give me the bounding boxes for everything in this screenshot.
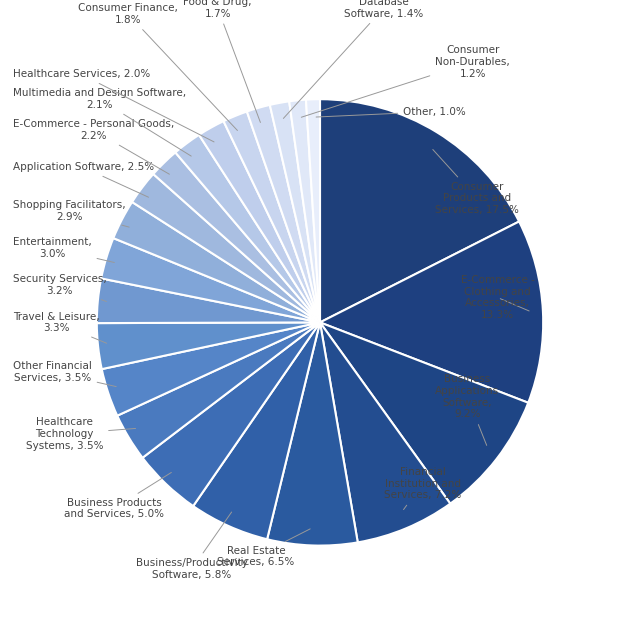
Text: Entertainment,
3.0%: Entertainment, 3.0% bbox=[13, 237, 115, 262]
Text: Shopping Facilitators,
2.9%: Shopping Facilitators, 2.9% bbox=[13, 200, 129, 227]
Wedge shape bbox=[289, 100, 320, 322]
Text: Consumer
Products and
Services, 17.5%: Consumer Products and Services, 17.5% bbox=[433, 149, 519, 215]
Wedge shape bbox=[199, 121, 320, 322]
Wedge shape bbox=[320, 99, 519, 322]
Text: Food & Drug,
1.7%: Food & Drug, 1.7% bbox=[183, 0, 260, 123]
Text: E-Commerce - Personal Goods,
2.2%: E-Commerce - Personal Goods, 2.2% bbox=[13, 120, 174, 174]
Text: Other Financial
Services, 3.5%: Other Financial Services, 3.5% bbox=[13, 361, 116, 387]
Wedge shape bbox=[267, 322, 358, 546]
Text: Database
Software, 1.4%: Database Software, 1.4% bbox=[284, 0, 424, 118]
Wedge shape bbox=[320, 221, 543, 403]
Wedge shape bbox=[153, 153, 320, 322]
Wedge shape bbox=[223, 112, 320, 322]
Text: Financial
Institution and
Services, 7.2%: Financial Institution and Services, 7.2% bbox=[384, 467, 461, 510]
Text: Multimedia and Design Software,
2.1%: Multimedia and Design Software, 2.1% bbox=[13, 89, 191, 156]
Wedge shape bbox=[306, 99, 320, 322]
Text: Healthcare Services, 2.0%: Healthcare Services, 2.0% bbox=[13, 69, 214, 142]
Wedge shape bbox=[97, 278, 320, 323]
Wedge shape bbox=[117, 322, 320, 458]
Text: Business/Productivity
Software, 5.8%: Business/Productivity Software, 5.8% bbox=[136, 512, 248, 580]
Text: Real Estate
Services, 6.5%: Real Estate Services, 6.5% bbox=[218, 529, 310, 567]
Text: Business Products
and Services, 5.0%: Business Products and Services, 5.0% bbox=[64, 472, 172, 519]
Wedge shape bbox=[143, 322, 320, 506]
Text: E-Commerce -
Clothing and
Accessories,
13.3%: E-Commerce - Clothing and Accessories, 1… bbox=[461, 275, 534, 320]
Wedge shape bbox=[97, 322, 320, 369]
Text: Other, 1.0%: Other, 1.0% bbox=[316, 107, 466, 117]
Wedge shape bbox=[113, 202, 320, 322]
Text: Application Software, 2.5%: Application Software, 2.5% bbox=[13, 162, 154, 197]
Text: Security Services,
3.2%: Security Services, 3.2% bbox=[13, 275, 106, 301]
Wedge shape bbox=[320, 322, 528, 503]
Wedge shape bbox=[193, 322, 320, 539]
Wedge shape bbox=[270, 101, 320, 322]
Text: Consumer
Non-Durables,
1.2%: Consumer Non-Durables, 1.2% bbox=[301, 45, 510, 117]
Wedge shape bbox=[247, 105, 320, 322]
Wedge shape bbox=[101, 238, 320, 322]
Wedge shape bbox=[320, 322, 451, 542]
Text: Business
Applications
Software,
9.2%: Business Applications Software, 9.2% bbox=[435, 374, 499, 445]
Text: Healthcare
Technology
Systems, 3.5%: Healthcare Technology Systems, 3.5% bbox=[26, 417, 136, 451]
Wedge shape bbox=[132, 174, 320, 322]
Text: Travel & Leisure,
3.3%: Travel & Leisure, 3.3% bbox=[13, 312, 107, 343]
Wedge shape bbox=[175, 135, 320, 322]
Wedge shape bbox=[102, 322, 320, 415]
Text: Consumer Finance,
1.8%: Consumer Finance, 1.8% bbox=[78, 3, 237, 130]
